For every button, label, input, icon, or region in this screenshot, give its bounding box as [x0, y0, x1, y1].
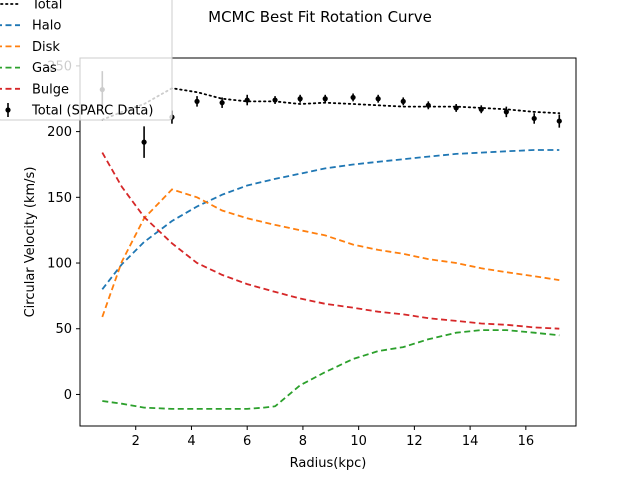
data-point	[322, 94, 328, 103]
legend-label: Disk	[32, 40, 60, 55]
x-tick-label: 16	[518, 434, 535, 449]
data-point-marker	[194, 98, 200, 104]
data-point	[425, 101, 431, 110]
legend-label: Total (SPARC Data)	[31, 104, 153, 119]
data-point-marker	[350, 94, 356, 101]
legend-entry-total: Total	[0, 0, 62, 13]
x-tick-label: 2	[132, 434, 140, 449]
series-line-gas	[102, 329, 560, 410]
y-tick-label: 50	[55, 322, 72, 337]
legend-entry-gas: Gas	[0, 61, 57, 76]
data-point	[375, 94, 381, 103]
x-tick-label: 14	[462, 434, 479, 449]
data-point	[219, 97, 225, 108]
data-point	[297, 94, 303, 103]
y-tick-label: 200	[47, 125, 72, 140]
x-tick-label: 12	[406, 434, 423, 449]
legend-entry-disk: Disk	[0, 40, 60, 55]
data-point	[194, 96, 200, 107]
x-tick-label: 6	[243, 434, 251, 449]
legend: Total Halo Disk Gas Bulge Total (SPARC Data)	[0, 0, 173, 121]
x-axis: 2 4 6 8 10 12 14 16	[132, 426, 535, 449]
data-point	[531, 113, 537, 124]
series-line-bulge	[101, 152, 560, 330]
data-point	[400, 97, 406, 106]
plot-frame	[79, 57, 577, 427]
chart-title: MCMC Best Fit Rotation Curve	[208, 8, 432, 26]
data-point	[350, 93, 356, 102]
data-point-marker	[531, 115, 537, 122]
y-tick-label: 150	[47, 191, 72, 206]
data-point-marker	[400, 98, 406, 104]
legend-label: Total	[31, 0, 62, 13]
data-point-marker	[556, 118, 562, 124]
data-point-marker	[219, 100, 225, 106]
data-point	[244, 94, 250, 106]
y-tick-label: 0	[64, 388, 72, 403]
data-point-marker	[244, 97, 250, 103]
x-tick-label: 10	[350, 434, 367, 449]
legend-marker-swatch	[5, 107, 11, 113]
legend-entry-total-sparc-data: Total (SPARC Data)	[5, 103, 153, 119]
y-tick-label: 100	[47, 257, 72, 272]
series-line-halo	[101, 149, 560, 290]
legend-label: Gas	[32, 61, 57, 76]
data-point-marker	[272, 97, 278, 103]
data-point	[503, 106, 509, 118]
data-point-marker	[141, 139, 147, 145]
data-point	[141, 126, 147, 158]
data-point	[453, 104, 459, 112]
data-point-marker	[503, 109, 509, 115]
data-point-marker	[375, 96, 381, 102]
data-point-marker	[425, 102, 431, 108]
x-tick-label: 8	[299, 434, 307, 449]
x-axis-label: Radius(kpc)	[290, 456, 367, 471]
legend-label: Halo	[32, 19, 61, 34]
x-tick-label: 4	[187, 434, 195, 449]
legend-box	[0, 0, 173, 121]
legend-entries: Total Halo Disk Gas Bulge Total (SPARC Data)	[0, 0, 153, 119]
data-point	[272, 96, 278, 104]
data-point	[556, 114, 562, 128]
series-line-disk	[101, 188, 560, 318]
data-point-marker	[453, 105, 459, 111]
data-point-marker	[322, 96, 328, 102]
data-point	[478, 105, 484, 114]
legend-label: Bulge	[32, 82, 69, 97]
legend-entry-bulge: Bulge	[0, 82, 69, 97]
legend-entry-halo: Halo	[0, 19, 61, 34]
data-point-marker	[297, 96, 303, 102]
y-axis-label: Circular Velocity (km/s)	[23, 167, 38, 318]
data-point-marker	[478, 106, 484, 112]
